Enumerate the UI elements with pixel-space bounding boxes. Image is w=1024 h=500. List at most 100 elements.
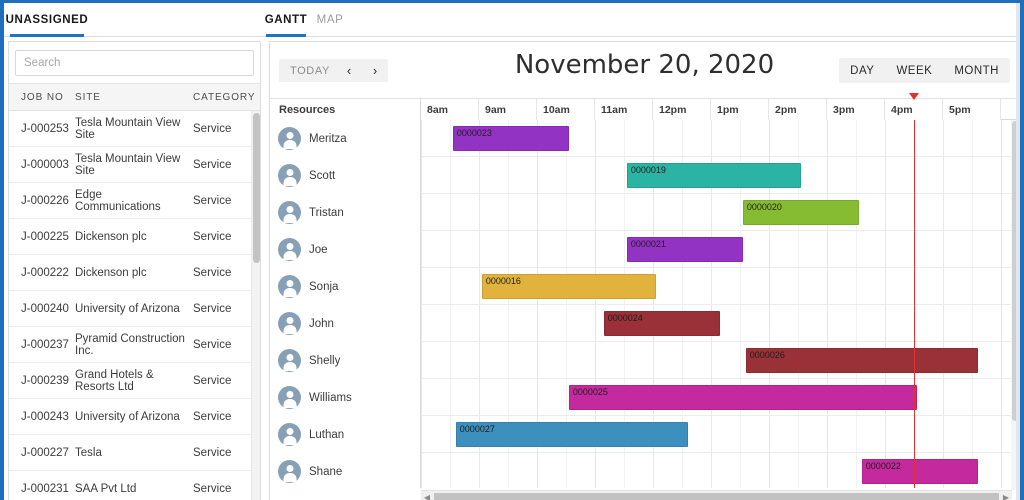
gantt-resource-cell[interactable]: Shelly [270, 342, 421, 379]
gantt-row[interactable]: Meritza 0000023 [270, 120, 1011, 157]
gantt-vertical-scrollbar-thumb[interactable] [1012, 121, 1018, 421]
gantt-gridline [885, 194, 886, 230]
gantt-gridline [479, 379, 480, 415]
gantt-bar[interactable]: 0000027 [455, 422, 688, 447]
tab-gantt-label: GANTT [264, 14, 308, 26]
gantt-gridline [711, 268, 712, 304]
gantt-resource-cell[interactable]: Scott [270, 157, 421, 194]
gantt-gridline [479, 231, 480, 267]
table-row[interactable]: J-000226 Edge Communications Service [9, 183, 260, 219]
gantt-gridline [769, 453, 770, 488]
gantt-gridline [421, 416, 422, 452]
gantt-gridline [740, 416, 741, 452]
next-day-button[interactable]: › [362, 59, 388, 82]
table-row[interactable]: J-000239 Grand Hotels & Resorts Ltd Servic… [9, 363, 260, 399]
gantt-bar[interactable]: 0000020 [742, 200, 859, 225]
jobs-list-scrollbar-thumb[interactable] [253, 113, 260, 263]
cell-site: Tesla [75, 446, 102, 459]
window-vertical-scrollbar[interactable] [1016, 3, 1020, 500]
gantt-gridline [885, 157, 886, 193]
gantt-bar[interactable]: 0000026 [745, 348, 978, 373]
gantt-row[interactable]: Scott 0000019 [270, 157, 1011, 194]
table-row[interactable]: J-000003 Tesla Mountain View Site Service [9, 147, 260, 183]
gantt-gridline [943, 157, 944, 193]
gantt-resource-cell[interactable]: Joe [270, 231, 421, 268]
gantt-gridline [450, 231, 451, 267]
view-mode-day[interactable]: DAY [850, 64, 875, 77]
gantt-gridline [769, 231, 770, 267]
gantt-gridline [972, 379, 973, 415]
cell-category: Service [193, 122, 232, 135]
gantt-gridline [856, 453, 857, 488]
gantt-gridline [537, 379, 538, 415]
gantt-bar[interactable]: 0000024 [603, 311, 720, 336]
gantt-row[interactable]: Joe 0000021 [270, 231, 1011, 268]
gantt-gridline [450, 157, 451, 193]
gantt-gridline [856, 305, 857, 341]
gantt-bar[interactable]: 0000016 [481, 274, 656, 299]
scroll-right-arrow-icon[interactable]: ▶ [1002, 492, 1010, 500]
cell-job-no: J-000243 [21, 410, 69, 423]
prev-day-button[interactable]: ‹ [336, 59, 362, 82]
jobs-list-scrollbar[interactable] [251, 111, 260, 500]
time-header-11am: 11am [595, 99, 653, 121]
tab-gantt[interactable]: GANTT [264, 3, 308, 37]
gantt-gridline [972, 120, 973, 156]
jobs-list[interactable]: J-000253 Tesla Mountain View Site Service J… [9, 111, 260, 500]
chevron-left-icon: ‹ [346, 63, 352, 78]
gantt-horizontal-scrollbar[interactable]: ◀ ▶ [421, 490, 1012, 500]
gantt-gridline [711, 120, 712, 156]
gantt-row[interactable]: Sonja 0000016 [270, 268, 1011, 305]
gantt-row[interactable]: John 0000024 [270, 305, 1011, 342]
gantt-resource-cell[interactable]: Williams [270, 379, 421, 416]
gantt-bar[interactable]: 0000023 [452, 126, 569, 151]
gantt-row[interactable]: Williams 0000025 [270, 379, 1011, 416]
time-header-2pm: 2pm [769, 99, 827, 121]
table-row[interactable]: J-000225 Dickenson plc Service [9, 219, 260, 255]
resource-name: Williams [309, 391, 352, 404]
table-row[interactable]: J-000222 Dickenson plc Service [9, 255, 260, 291]
today-button[interactable]: TODAY [279, 59, 341, 82]
column-header-job-no: JOB NO [21, 91, 64, 103]
gantt-resource-cell[interactable]: Meritza [270, 120, 421, 157]
table-row[interactable]: J-000231 SAA Pvt Ltd Service [9, 471, 260, 500]
gantt-gridline [450, 120, 451, 156]
gantt-resource-cell[interactable]: Shane [270, 453, 421, 488]
gantt-bar[interactable]: 0000022 [861, 459, 978, 484]
table-row[interactable]: J-000253 Tesla Mountain View Site Service [9, 111, 260, 147]
gantt-gridline [450, 379, 451, 415]
view-mode-month[interactable]: MONTH [954, 64, 999, 77]
gantt-gridline [769, 268, 770, 304]
gantt-row[interactable]: Shane 0000022 [270, 453, 1011, 488]
gantt-bar[interactable]: 0000021 [626, 237, 743, 262]
gantt-resource-cell[interactable]: Tristan [270, 194, 421, 231]
table-row[interactable]: J-000243 University of Arizona Service [9, 399, 260, 435]
gantt-resource-cell[interactable]: Luthan [270, 416, 421, 453]
table-row[interactable]: J-000237 Pyramid Construction Inc. Service [9, 327, 260, 363]
gantt-horizontal-scrollbar-thumb[interactable] [434, 492, 999, 500]
gantt-bar[interactable]: 0000025 [568, 385, 917, 410]
gantt-row[interactable]: Tristan 0000020 [270, 194, 1011, 231]
gantt-vertical-scrollbar[interactable] [1011, 120, 1019, 490]
cell-site: SAA Pvt Ltd [75, 482, 137, 495]
tab-unassigned[interactable]: UNASSIGNED [6, 3, 88, 37]
table-row[interactable]: J-000240 University of Arizona Service [9, 291, 260, 327]
gantt-resource-cell[interactable]: John [270, 305, 421, 342]
gantt-row[interactable]: Shelly 0000026 [270, 342, 1011, 379]
gantt-gridline [972, 157, 973, 193]
view-mode-week[interactable]: WEEK [896, 64, 933, 77]
search-input[interactable] [15, 50, 254, 76]
gantt-rows-area[interactable]: Meritza 0000023 Scott 0000019 Tristan 0000020… [270, 120, 1019, 488]
gantt-gridline [798, 231, 799, 267]
gantt-row[interactable]: Luthan 0000027 [270, 416, 1011, 453]
gantt-bar[interactable]: 0000019 [626, 163, 801, 188]
gantt-date-title: November 20, 2020 [514, 50, 775, 80]
gantt-gridline [595, 305, 596, 341]
table-row[interactable]: J-000227 Tesla Service [9, 435, 260, 471]
avatar-icon [278, 460, 301, 483]
gantt-resource-cell[interactable]: Sonja [270, 268, 421, 305]
gantt-gridline [595, 231, 596, 267]
scroll-left-arrow-icon[interactable]: ◀ [423, 492, 431, 500]
tab-map[interactable]: MAP [316, 3, 344, 37]
